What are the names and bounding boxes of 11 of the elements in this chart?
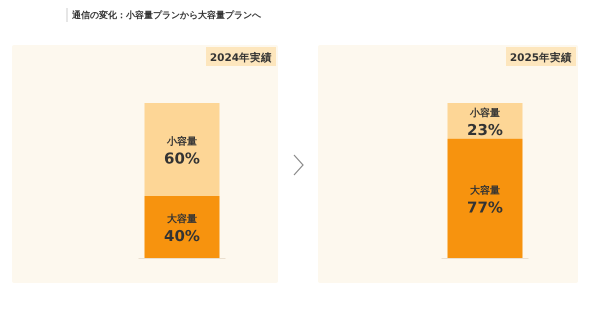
data-label: 23% (467, 120, 503, 139)
series-label: 小容量 (469, 106, 500, 119)
text: 2024年実績 (210, 51, 272, 64)
data-label: 60% (164, 150, 200, 168)
chart-title: 2025年実績 (510, 51, 572, 64)
data-label: 77% (467, 198, 503, 216)
text: 通信の変化：小容量プランから大容量プランへ (71, 10, 262, 21)
series-label: 大容量 (469, 184, 500, 196)
series-label: 小容量 (166, 136, 197, 148)
series-label: 大容量 (166, 213, 197, 225)
data-label: 40% (164, 227, 200, 245)
